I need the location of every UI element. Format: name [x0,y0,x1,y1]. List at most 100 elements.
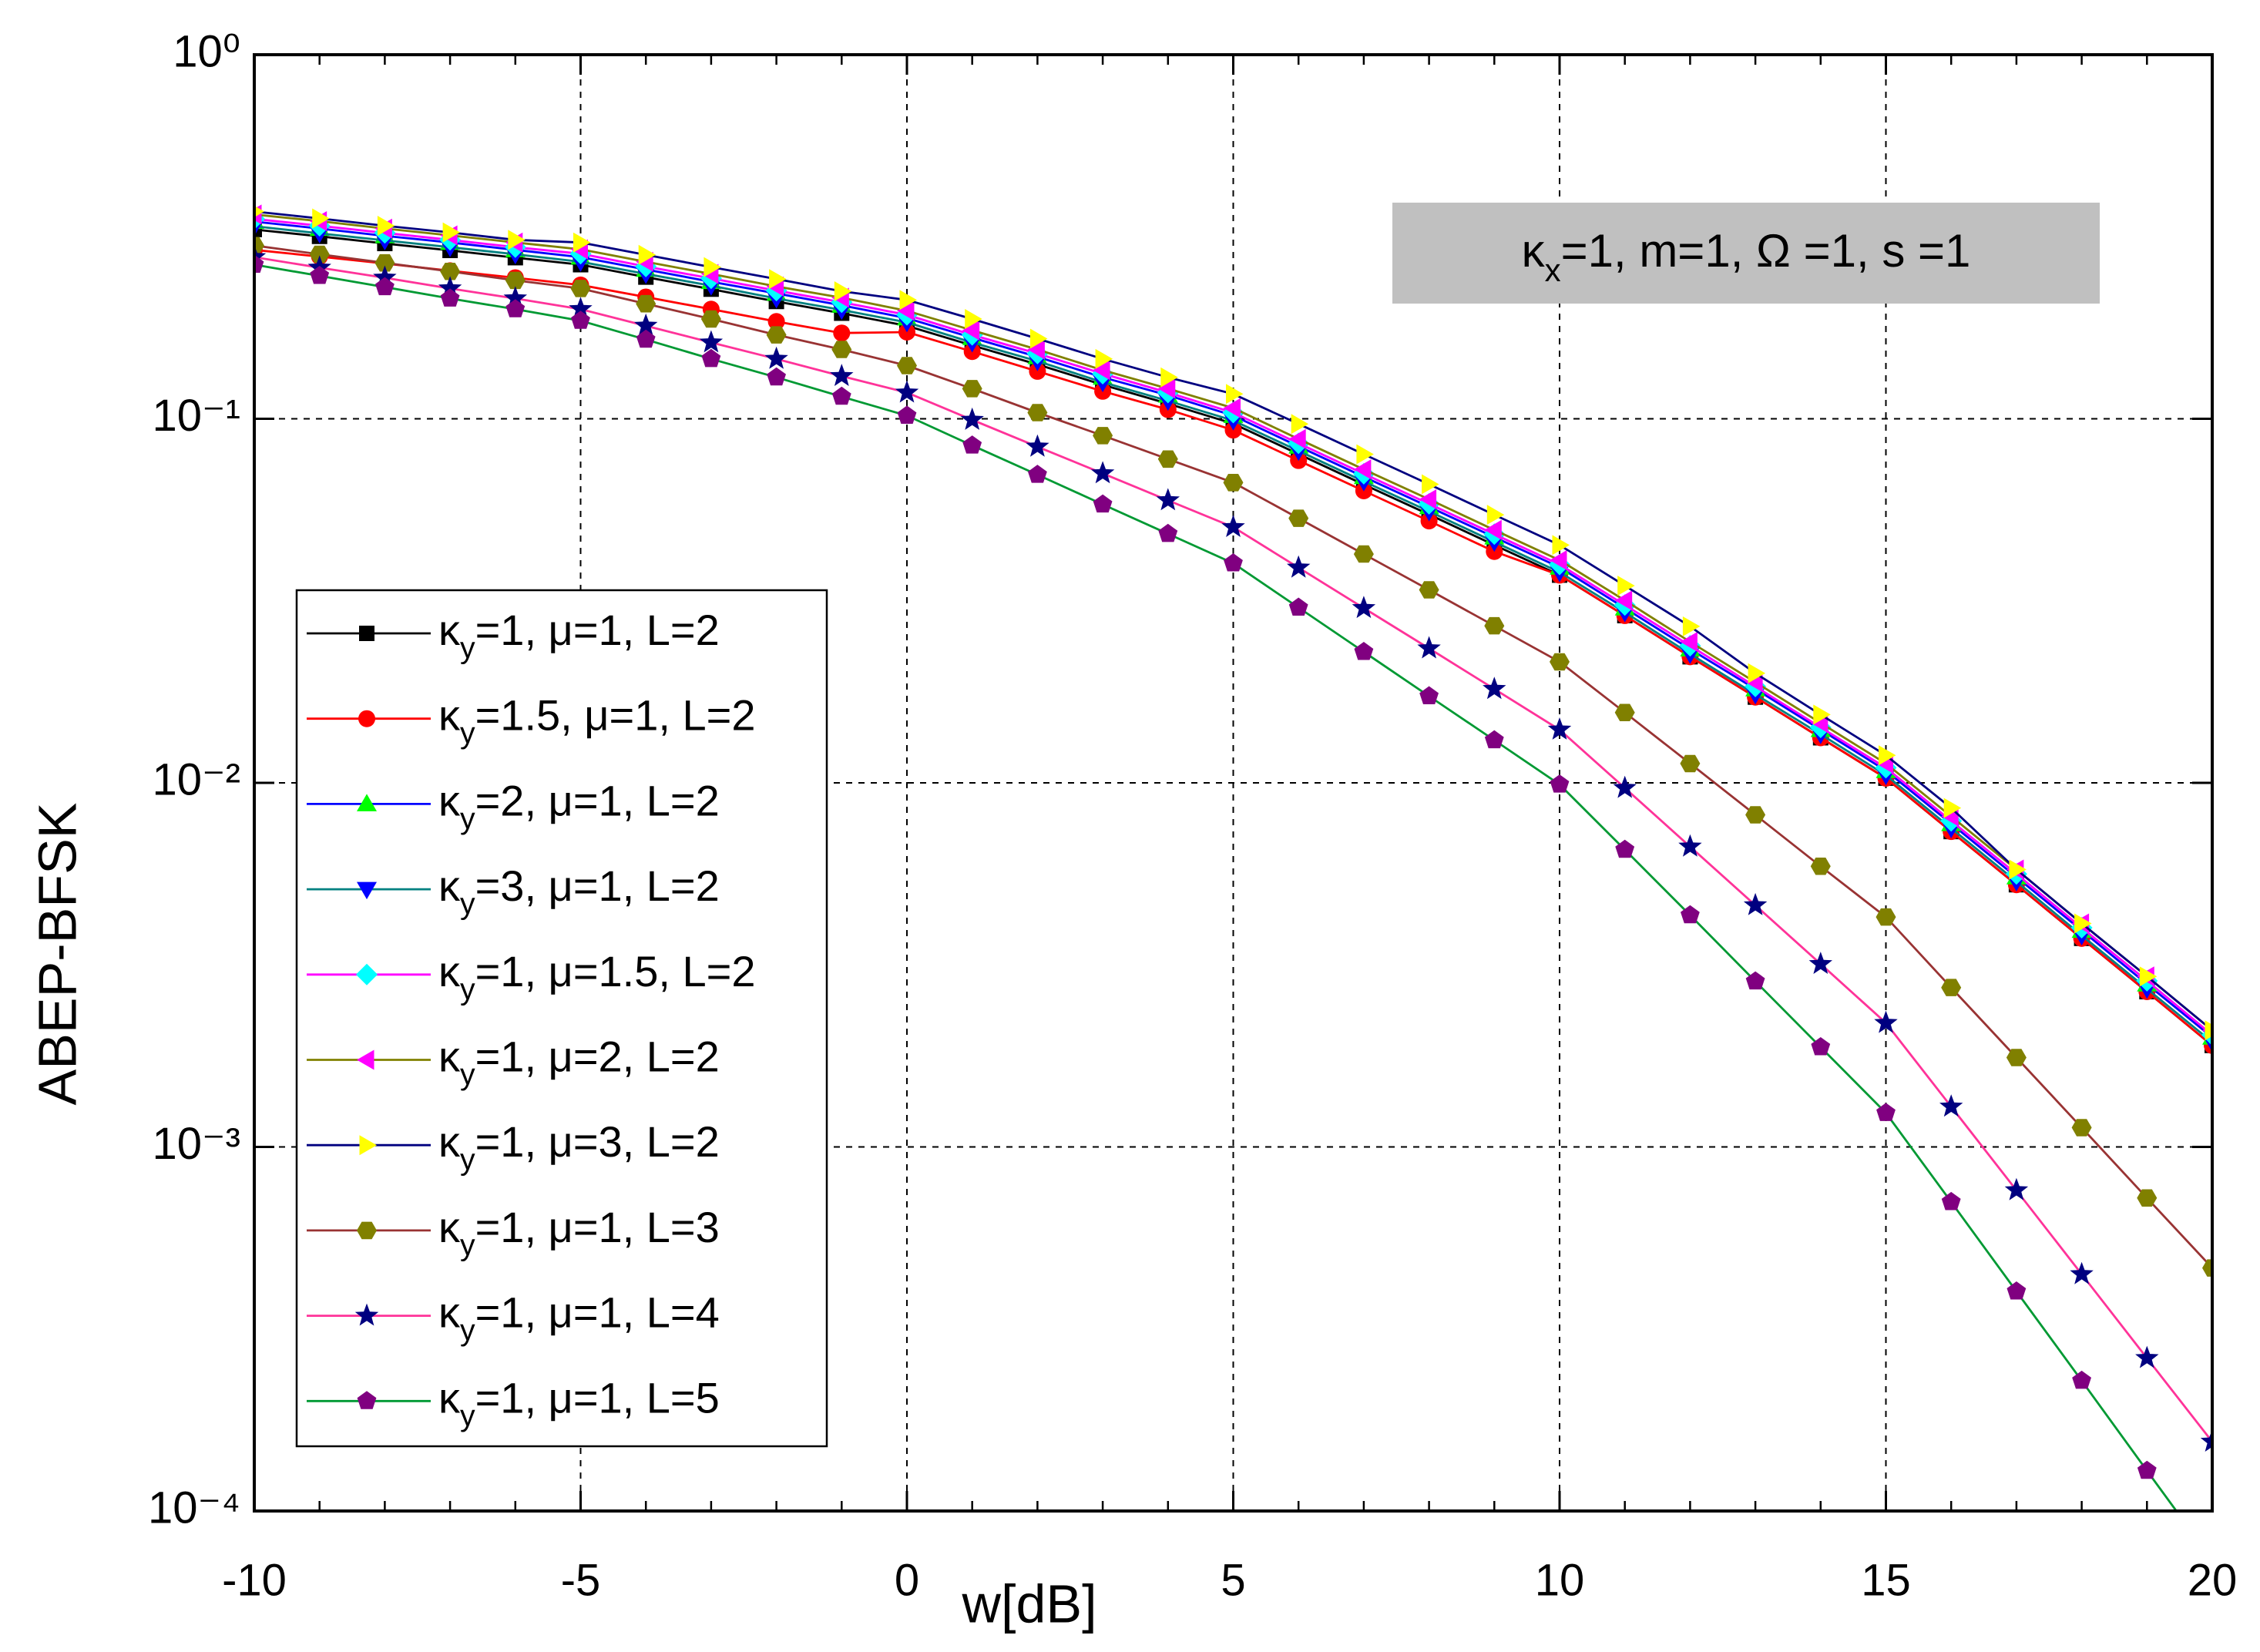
marker [1743,892,1768,915]
marker [373,265,397,288]
marker [254,254,264,273]
marker [1093,360,1110,381]
marker [1484,730,1504,749]
marker [1943,797,1962,818]
marker [1090,461,1115,484]
y-axis-label: ABEP-BFSK [27,803,87,1106]
marker [767,313,785,331]
marker [764,346,788,369]
marker [357,881,377,900]
marker [1613,775,1637,798]
marker [1223,398,1241,418]
marker [834,281,852,301]
x-tick-label: -10 [222,1555,287,1605]
marker [254,205,264,218]
marker [2071,1119,2092,1137]
marker [701,348,721,368]
marker [766,326,787,344]
marker [357,1221,377,1240]
marker [357,1049,374,1070]
marker [1157,378,1176,399]
marker [1745,971,1765,990]
marker [2137,1460,2157,1479]
marker [1226,384,1244,405]
marker [960,407,984,430]
marker [505,299,526,317]
marker [1484,616,1505,635]
x-tick-label: 10 [1535,1555,1585,1605]
legend-label: κy=1, μ=1, L=3 [438,1203,720,1262]
marker [634,313,658,336]
marker [377,216,395,236]
marker [1614,590,1633,611]
x-tick-label: 5 [1221,1555,1245,1605]
marker [1813,704,1831,725]
axes: -10 -5 0 5 10 15 20 10⁻⁴ 10⁻³ 10⁻² 10⁻¹ 10⁰ [148,26,2237,1605]
marker [1287,555,1311,578]
marker [962,435,982,454]
marker [1224,553,1243,572]
y-tick-label: 10⁰ [173,26,240,76]
marker [1547,717,1572,740]
marker [1484,519,1502,540]
legend-label: κy=1.5, μ=1, L=2 [438,690,755,750]
marker [254,237,264,254]
marker [309,245,330,264]
marker [357,1391,377,1409]
marker [1483,677,1506,700]
marker [1745,806,1766,824]
y-tick-label: 10⁻² [153,754,240,804]
marker [1874,1010,1898,1033]
legend-box [295,589,828,1448]
marker [438,276,462,299]
marker [1288,509,1309,527]
marker [1550,550,1567,570]
marker [1419,686,1439,704]
legend-label: κy=2, μ=1, L=2 [438,776,720,835]
marker [830,364,854,386]
marker [636,329,656,348]
marker [503,286,527,309]
marker [505,271,526,290]
marker [1810,858,1831,875]
marker [1748,663,1766,683]
marker [1486,505,1505,525]
marker [1681,905,1700,924]
marker [1808,952,1832,974]
legend-label: κy=1, μ=2, L=2 [438,1032,720,1091]
marker [1550,774,1570,793]
marker [2200,1429,2212,1452]
marker [2006,1049,2027,1066]
marker [2139,966,2158,987]
y-tick-label: 10⁻⁴ [148,1482,240,1533]
marker [1422,474,1439,495]
marker [569,297,593,320]
marker [1156,488,1180,511]
marker [2009,859,2027,880]
marker [375,277,395,296]
x-tick-label: -5 [561,1555,601,1605]
marker [2135,1345,2159,1368]
marker [2202,1259,2212,1277]
marker [374,254,395,272]
marker [962,380,982,398]
marker [2205,1020,2212,1041]
legend-label: κy=3, μ=1, L=2 [438,861,720,921]
marker [769,269,787,290]
marker [1617,576,1635,596]
marker [1353,459,1372,480]
marker [356,963,378,985]
plot-area [254,204,2212,1511]
marker [1552,535,1570,556]
marker [1419,581,1439,599]
y-tick-label: 10⁻¹ [153,391,240,441]
legend-label: κy=1, μ=3, L=2 [438,1117,720,1177]
marker [1680,754,1701,773]
marker [310,266,330,284]
marker [1353,545,1374,563]
x-tick-label: 0 [895,1555,919,1605]
marker [442,222,461,243]
plot-frame [253,53,2214,1513]
